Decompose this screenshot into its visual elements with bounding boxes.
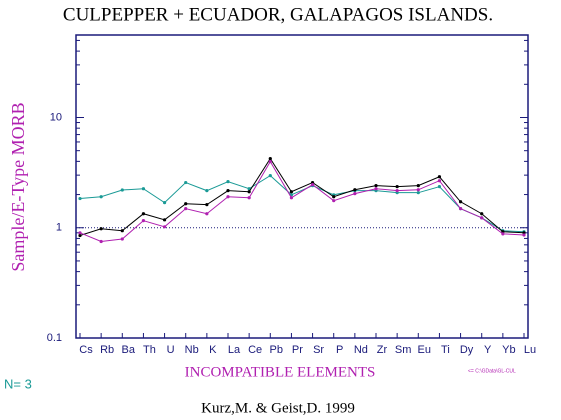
point — [226, 189, 230, 193]
point — [395, 189, 399, 193]
x-tick-label: Ba — [122, 344, 136, 356]
series-line — [79, 174, 525, 233]
point — [289, 190, 294, 194]
point — [332, 195, 336, 199]
point — [310, 183, 315, 187]
point — [184, 180, 188, 185]
x-tick-label: Sr — [313, 344, 324, 356]
point — [141, 212, 146, 216]
point — [374, 184, 378, 188]
point — [120, 237, 124, 241]
point — [226, 195, 230, 199]
point — [268, 174, 272, 178]
series-line — [79, 160, 525, 243]
x-tick-label: Cs — [79, 344, 93, 356]
point — [374, 187, 378, 191]
source: Kurz,M. & Geist,D. 1999 — [201, 400, 355, 416]
point — [162, 225, 167, 229]
x-tick-label: P — [336, 344, 343, 356]
point — [247, 196, 251, 200]
point — [353, 192, 357, 196]
point — [458, 200, 463, 204]
point — [205, 203, 209, 207]
point — [458, 207, 463, 211]
point — [395, 185, 399, 189]
point — [120, 188, 124, 192]
point — [184, 202, 188, 206]
x-tick-label: Th — [143, 344, 156, 356]
point — [120, 229, 124, 233]
y-tick-label: 10 — [50, 111, 62, 123]
point — [141, 187, 146, 191]
point — [480, 216, 484, 220]
file-note: <= C:\GData\GL-CUL — [468, 368, 516, 374]
point — [99, 195, 103, 199]
x-tick-label: Pr — [292, 344, 303, 356]
point — [268, 160, 272, 164]
n-note: N= 3 — [4, 376, 32, 391]
x-tick-label: Dy — [460, 344, 474, 356]
y-axis-label: Sample/E-Type MORB — [8, 102, 28, 271]
point — [78, 196, 82, 201]
x-tick-label: U — [167, 344, 175, 356]
x-tick-label: Lu — [524, 344, 536, 356]
x-axis-label: INCOMPATIBLE ELEMENTS — [185, 364, 376, 380]
point — [141, 219, 146, 223]
y-tick-label: 0.1 — [47, 332, 62, 344]
point — [501, 232, 505, 236]
x-tick-label: Ti — [441, 344, 450, 356]
point — [522, 233, 526, 237]
point — [480, 212, 484, 216]
x-tick-label: K — [209, 344, 217, 356]
point — [247, 187, 251, 191]
point — [247, 190, 251, 194]
point — [353, 188, 357, 192]
point — [162, 218, 167, 222]
x-tick-label: Nb — [185, 344, 199, 356]
point — [99, 239, 103, 244]
x-tick-label: Zr — [377, 344, 388, 356]
x-tick-label: Nd — [354, 344, 368, 356]
point — [205, 189, 209, 193]
x-tick-label: Rb — [100, 344, 114, 356]
point — [99, 227, 103, 231]
x-tick-label: Eu — [418, 344, 431, 356]
x-tick-label: Ce — [248, 344, 262, 356]
x-tick-label: Yb — [502, 344, 515, 356]
point — [416, 188, 420, 192]
x-tick-label: Pb — [270, 344, 283, 356]
point — [268, 156, 272, 161]
plot-frame — [75, 34, 529, 339]
series-line — [79, 157, 525, 237]
chart-title: CULPEPPER + ECUADOR, GALAPAGOS ISLANDS. — [63, 4, 493, 25]
x-tick-label: Y — [484, 344, 492, 356]
point — [437, 185, 442, 189]
point — [416, 184, 420, 188]
point — [184, 207, 188, 211]
point — [289, 196, 294, 200]
y-tick-label: 1 — [56, 222, 62, 234]
x-tick-label: Sm — [395, 344, 412, 356]
point — [416, 191, 420, 195]
point — [437, 175, 442, 179]
point — [332, 199, 336, 203]
point — [78, 231, 82, 235]
point — [205, 212, 209, 216]
point — [78, 233, 82, 238]
point — [162, 201, 167, 205]
point — [437, 179, 442, 183]
point — [226, 180, 230, 184]
x-tick-label: La — [228, 344, 241, 356]
